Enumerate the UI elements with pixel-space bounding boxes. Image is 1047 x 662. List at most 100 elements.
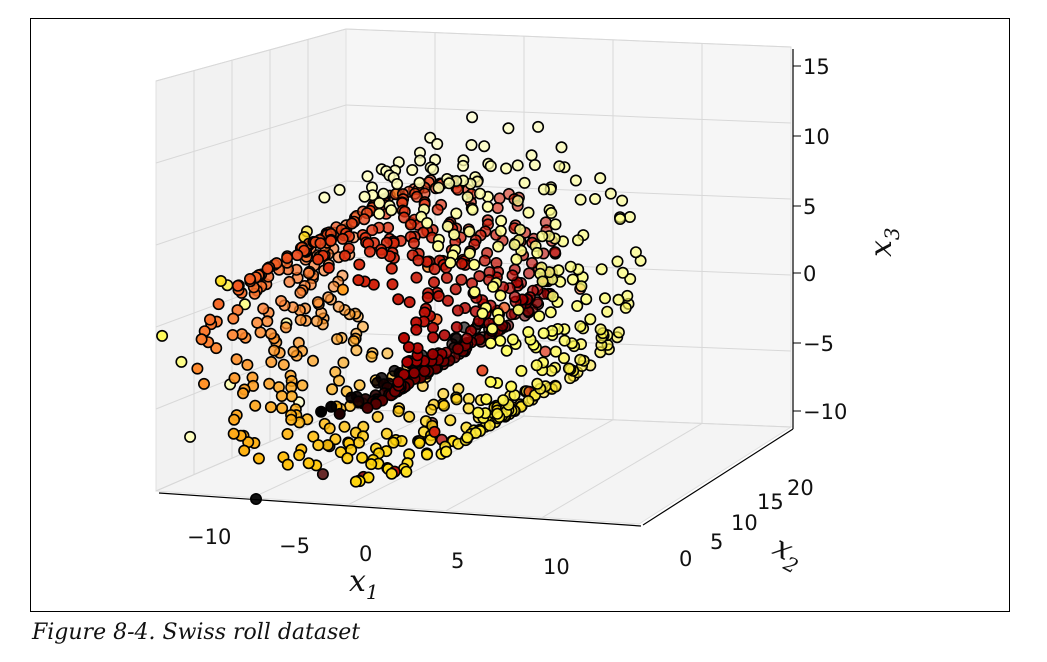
x-axis-line (158, 492, 642, 527)
data-point (294, 286, 307, 299)
y-axis-line (642, 428, 794, 526)
data-point (385, 467, 398, 480)
data-point (363, 245, 376, 258)
data-point (293, 449, 306, 462)
data-point (455, 273, 468, 286)
data-point (492, 313, 505, 326)
data-point (472, 406, 485, 419)
data-point (427, 163, 440, 176)
data-point (569, 174, 582, 187)
data-point (413, 176, 426, 189)
data-point (336, 232, 349, 245)
data-point (491, 407, 504, 420)
data-point (403, 296, 416, 309)
data-point (428, 263, 441, 276)
data-point (352, 274, 365, 287)
data-point (341, 452, 354, 465)
data-point (612, 293, 625, 306)
data-point (404, 218, 417, 231)
data-point (361, 401, 374, 414)
data-point (557, 352, 570, 365)
data-point (531, 377, 544, 390)
grid-line (155, 104, 347, 164)
data-point (306, 354, 319, 367)
z-tick-label: 5 (803, 195, 816, 219)
data-point (227, 427, 240, 440)
data-point (444, 414, 457, 427)
z-tick-label: 10 (803, 125, 830, 149)
data-point (294, 313, 307, 326)
data-point (548, 246, 561, 259)
data-point (325, 400, 338, 413)
data-point (226, 328, 239, 341)
grid-line (155, 28, 347, 82)
y-tick-label: 0 (679, 547, 692, 571)
data-point (466, 111, 479, 124)
x-tick-label: −5 (279, 534, 310, 558)
data-point (401, 355, 414, 368)
data-point (350, 344, 363, 357)
data-point (285, 390, 298, 403)
data-point (500, 162, 513, 175)
data-point (562, 362, 575, 375)
data-point (515, 364, 528, 377)
data-point (257, 302, 270, 315)
data-point (302, 267, 315, 280)
y-tick-label: 15 (757, 490, 784, 514)
data-point (537, 183, 550, 196)
data-point (437, 399, 450, 412)
data-point (296, 379, 309, 392)
data-point (428, 425, 441, 438)
data-point (315, 405, 328, 418)
data-point (432, 181, 445, 194)
data-point (461, 191, 474, 204)
data-point (506, 333, 519, 346)
data-point (322, 261, 335, 274)
data-point (261, 262, 274, 275)
data-point (510, 253, 523, 266)
data-point (495, 214, 508, 227)
data-point (406, 164, 419, 177)
data-point (408, 366, 421, 379)
data-point (204, 313, 217, 326)
x-tick-label: 10 (543, 555, 570, 579)
data-point (191, 362, 204, 375)
data-point (616, 194, 629, 207)
data-point (345, 217, 358, 230)
x-tick-label: −10 (187, 525, 231, 549)
data-point (287, 345, 300, 358)
data-point (491, 202, 504, 215)
data-point (549, 218, 562, 231)
data-point (476, 364, 489, 377)
data-point (392, 293, 405, 306)
data-point (604, 187, 617, 200)
data-point (536, 230, 549, 243)
data-point (316, 468, 329, 481)
data-point (265, 327, 278, 340)
data-point (311, 253, 324, 266)
data-point (231, 279, 244, 292)
data-point (518, 176, 531, 189)
z-tick-label: 15 (803, 55, 830, 79)
data-point (512, 303, 525, 316)
data-point (449, 283, 462, 296)
data-point (473, 187, 486, 200)
grid-line (155, 332, 347, 410)
data-point (281, 427, 294, 440)
y-tick-label: 20 (787, 476, 814, 500)
data-point (365, 350, 378, 363)
data-point (279, 321, 292, 334)
data-point (564, 260, 577, 273)
data-point (441, 220, 454, 233)
data-point (230, 353, 243, 366)
data-point (629, 246, 642, 259)
data-point (492, 240, 505, 253)
data-point (549, 380, 562, 393)
data-point (358, 190, 371, 203)
data-point (314, 237, 327, 250)
data-point (285, 413, 298, 426)
data-point (478, 140, 491, 153)
data-point (420, 448, 433, 461)
data-point (312, 439, 325, 452)
